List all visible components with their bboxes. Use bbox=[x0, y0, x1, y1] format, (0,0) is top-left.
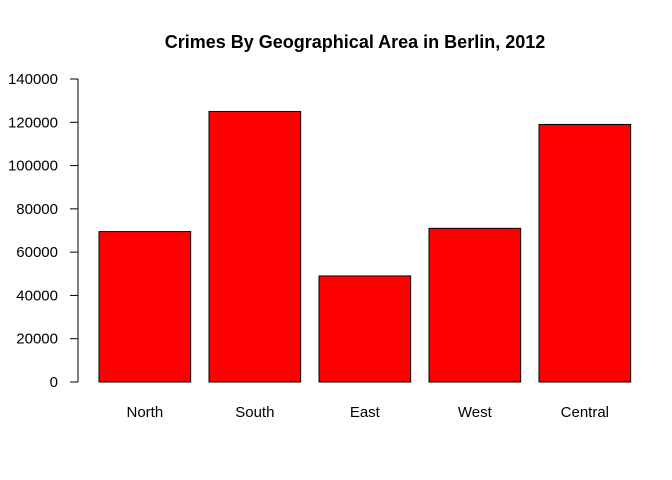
chart-title: Crimes By Geographical Area in Berlin, 2… bbox=[165, 32, 546, 52]
bars bbox=[98, 110, 632, 383]
y-tick-label: 0 bbox=[50, 374, 58, 391]
y-axis: 0 20000 40000 60000 80000 100000 120000 140000 bbox=[8, 71, 79, 391]
x-tick-label: North bbox=[126, 404, 163, 421]
bar-west bbox=[428, 227, 522, 383]
y-tick-label: 120000 bbox=[8, 114, 58, 131]
y-tick-label: 140000 bbox=[8, 71, 58, 88]
y-tick-label: 100000 bbox=[8, 158, 58, 175]
x-tick-label: South bbox=[235, 404, 274, 421]
bar-central bbox=[538, 123, 632, 383]
y-tick-label: 80000 bbox=[16, 201, 58, 218]
y-tick-label: 20000 bbox=[16, 331, 58, 348]
x-tick-label: West bbox=[458, 404, 493, 421]
bar-south bbox=[208, 110, 302, 383]
y-tick-label: 40000 bbox=[16, 287, 58, 304]
bar-north bbox=[98, 231, 192, 383]
x-tick-label: East bbox=[350, 404, 381, 421]
bar-east bbox=[318, 275, 412, 383]
y-tick-label: 60000 bbox=[16, 244, 58, 261]
x-axis-labels: North South East West Central bbox=[126, 404, 609, 421]
x-tick-label: Central bbox=[561, 404, 609, 421]
